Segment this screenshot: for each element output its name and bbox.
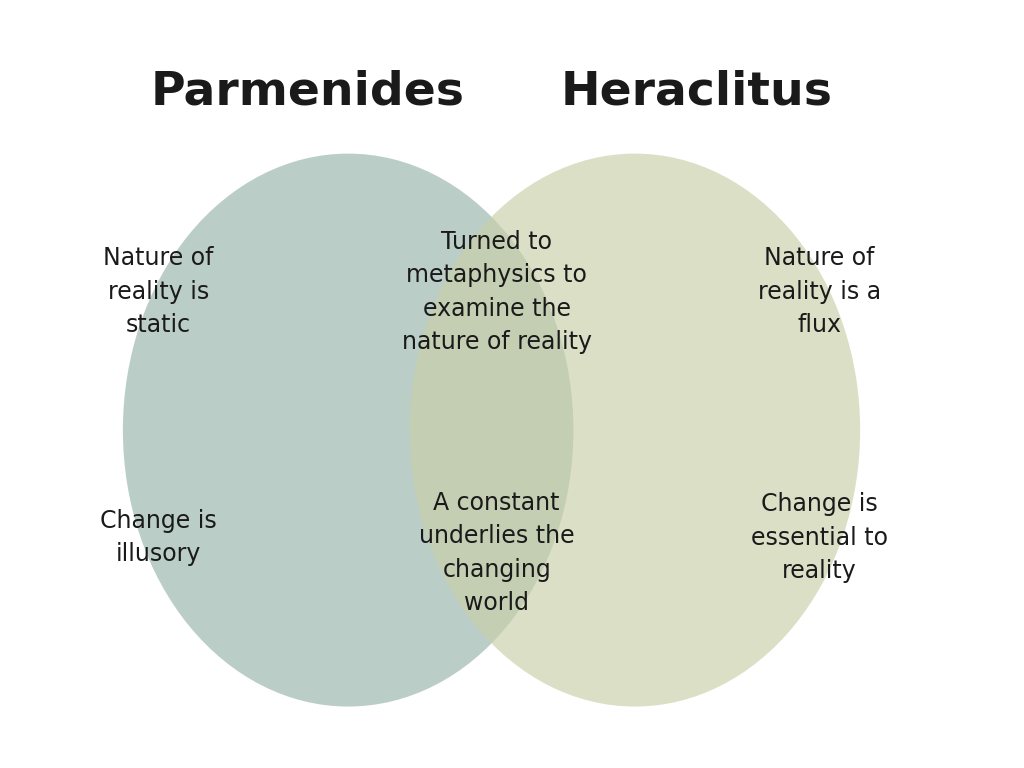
Text: Nature of
reality is a
flux: Nature of reality is a flux [758, 247, 881, 337]
Ellipse shape [410, 154, 860, 707]
Text: Nature of
reality is
static: Nature of reality is static [103, 247, 214, 337]
Ellipse shape [123, 154, 573, 707]
Text: A constant
underlies the
changing
world: A constant underlies the changing world [419, 491, 574, 615]
Text: Turned to
metaphysics to
examine the
nature of reality: Turned to metaphysics to examine the nat… [401, 230, 592, 354]
Text: Change is
essential to
reality: Change is essential to reality [751, 492, 888, 583]
Text: Change is
illusory: Change is illusory [100, 509, 217, 566]
Text: Heraclitus: Heraclitus [560, 70, 833, 114]
Text: Parmenides: Parmenides [151, 70, 464, 114]
